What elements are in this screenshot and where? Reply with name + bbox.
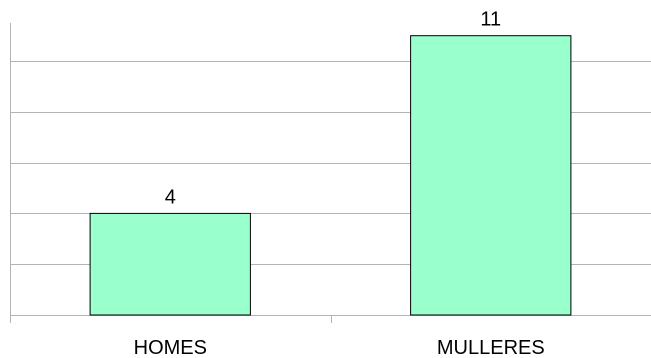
data-label-homes: 4 bbox=[165, 186, 176, 208]
axes bbox=[10, 23, 651, 323]
data-labels: 4 11 bbox=[165, 9, 501, 209]
bar-homes bbox=[89, 212, 251, 316]
x-tick-label-homes: HOMES bbox=[134, 337, 207, 358]
x-tick-label-mulleres: MULLERES bbox=[437, 337, 545, 358]
bars bbox=[89, 35, 572, 316]
data-label-mulleres: 11 bbox=[480, 9, 501, 31]
x-tick-labels: HOMES MULLERES bbox=[134, 337, 545, 358]
bar-mulleres bbox=[410, 35, 572, 316]
